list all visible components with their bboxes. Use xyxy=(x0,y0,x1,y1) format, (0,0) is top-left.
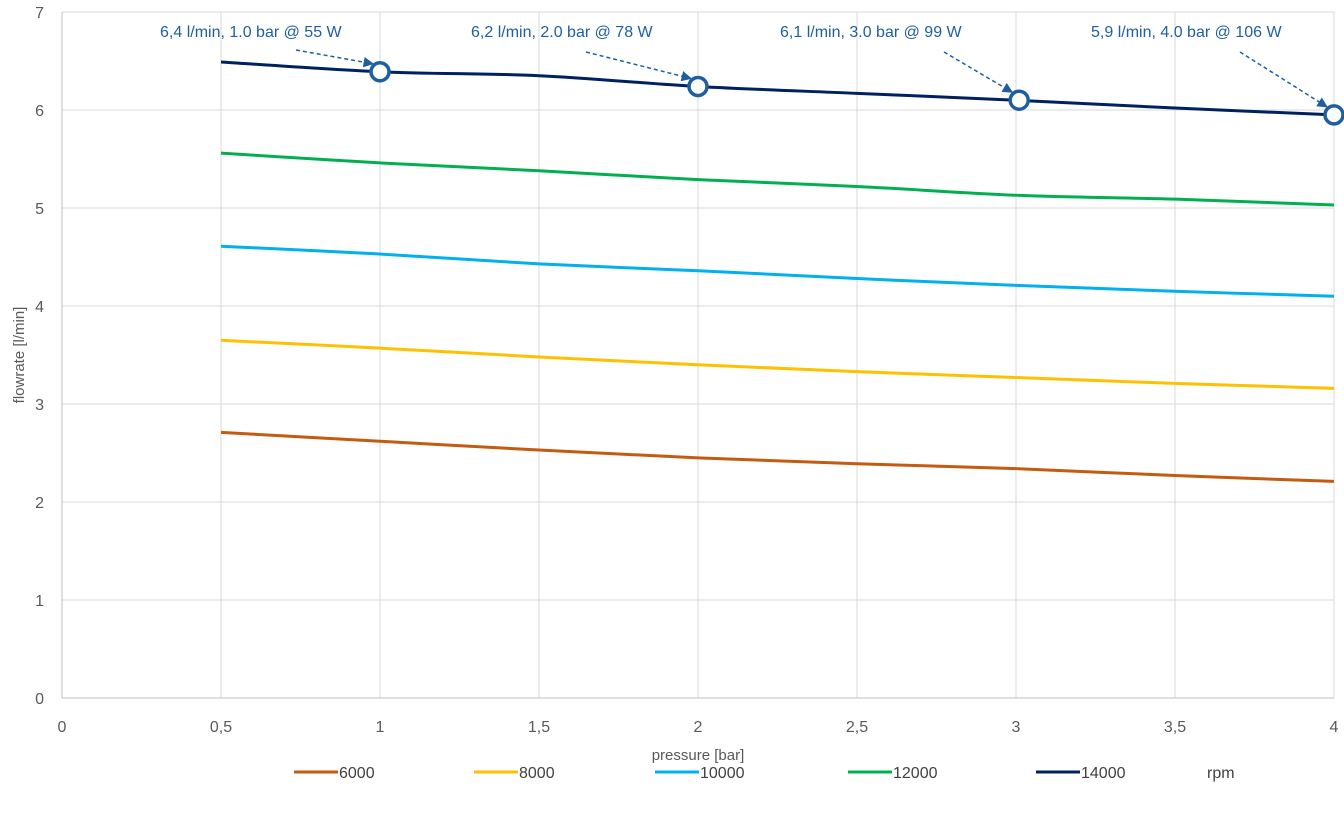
x-tick-label: 0 xyxy=(58,719,67,736)
y-tick-label: 5 xyxy=(35,201,44,218)
x-tick-label: 0,5 xyxy=(210,719,232,736)
y-tick-label: 1 xyxy=(35,593,44,610)
annotation-label: 6,1 l/min, 3.0 bar @ 99 W xyxy=(780,24,963,41)
annotation-label: 5,9 l/min, 4.0 bar @ 106 W xyxy=(1091,24,1282,41)
annotation-point-marker xyxy=(1008,89,1030,111)
x-tick-label: 3,5 xyxy=(1164,719,1186,736)
x-tick-label: 2 xyxy=(694,719,703,736)
y-tick-label: 0 xyxy=(35,691,44,708)
y-tick-label: 7 xyxy=(35,5,44,22)
series-layer xyxy=(220,60,1335,483)
legend-unit-label: rpm xyxy=(1207,765,1235,782)
series-line-8000 xyxy=(220,338,1335,390)
annotation-arrow xyxy=(1239,51,1328,108)
y-tick-label: 3 xyxy=(35,397,44,414)
x-tick-label: 1 xyxy=(376,719,385,736)
annotation-point-marker xyxy=(687,75,709,98)
legend-label-6000: 6000 xyxy=(339,765,375,782)
annotation-label: 6,4 l/min, 1.0 bar @ 55 W xyxy=(160,24,343,41)
legend: 6000 8000 10000 12000 14000 rpm xyxy=(294,765,1235,782)
y-tick-label: 2 xyxy=(35,495,44,512)
legend-label-8000: 8000 xyxy=(519,765,555,782)
annotation-arrow xyxy=(943,51,1014,93)
legend-label-10000: 10000 xyxy=(700,765,745,782)
grid-layer xyxy=(62,11,1335,698)
axis-layer: 0 1 2 3 4 5 6 7 0 0,5 1 1,5 2 2,5 3 3,5 4 pressure [bar] f… xyxy=(11,5,1339,764)
annotation-point-marker xyxy=(1323,104,1344,126)
series-line-14000 xyxy=(220,60,1335,117)
x-axis-title: pressure [bar] xyxy=(652,747,745,764)
y-tick-label: 4 xyxy=(35,299,44,316)
annotation-point-marker xyxy=(369,61,391,83)
x-tick-label: 3 xyxy=(1012,719,1021,736)
legend-label-12000: 12000 xyxy=(893,765,938,782)
annotation-label: 6,2 l/min, 2.0 bar @ 78 W xyxy=(471,24,654,41)
series-line-12000 xyxy=(220,151,1335,207)
x-tick-label: 4 xyxy=(1330,719,1339,736)
x-tick-label: 2,5 xyxy=(846,719,868,736)
series-line-6000 xyxy=(220,430,1335,483)
annotation-layer: 6,4 l/min, 1.0 bar @ 55 W 6,2 l/min, 2.0 … xyxy=(160,24,1344,126)
legend-label-14000: 14000 xyxy=(1081,765,1126,782)
series-line-10000 xyxy=(220,244,1335,298)
annotation-arrow xyxy=(295,49,375,68)
y-tick-label: 6 xyxy=(35,103,44,120)
x-tick-label: 1,5 xyxy=(528,719,550,736)
annotation-arrow xyxy=(585,51,693,82)
y-axis-title: flowrate [l/min] xyxy=(11,307,28,404)
